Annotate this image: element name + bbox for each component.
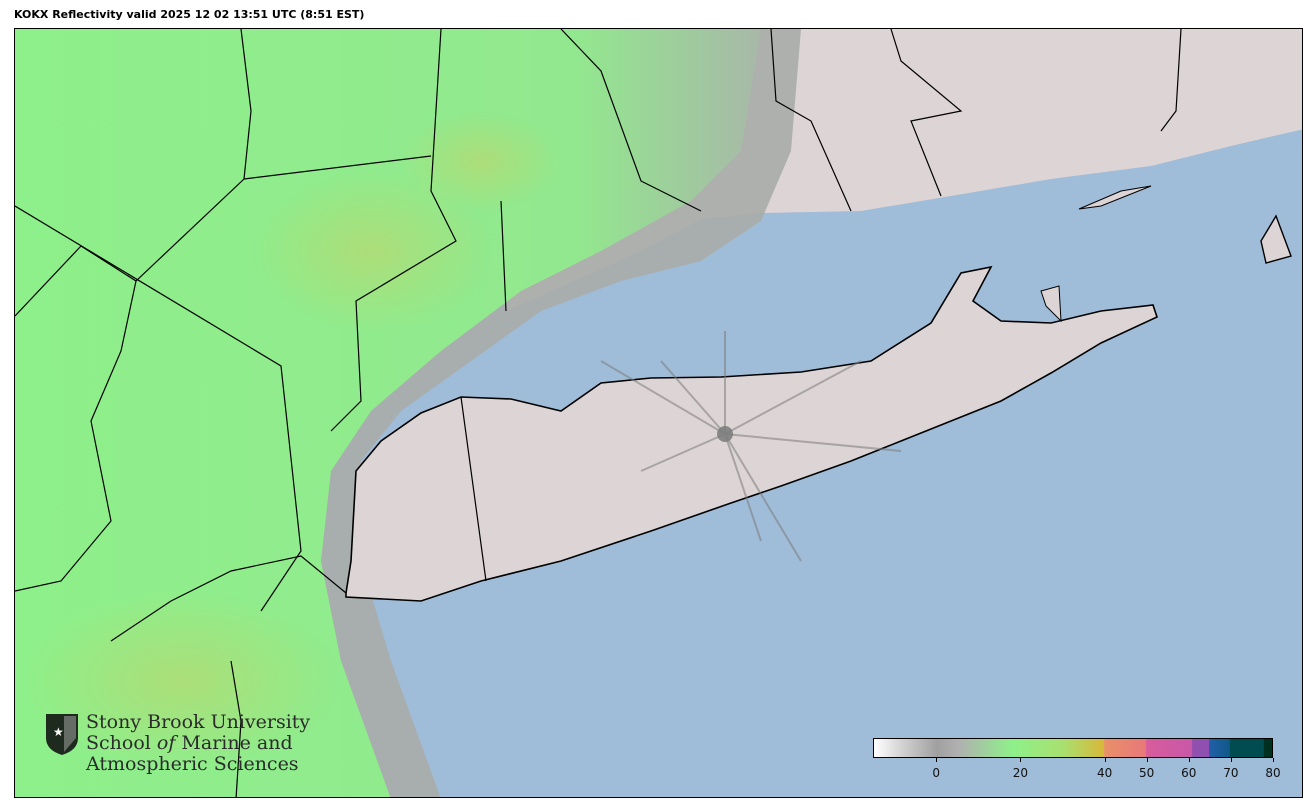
colorbar-tick-label: 0 bbox=[932, 766, 940, 780]
colorbar-tick bbox=[936, 758, 938, 762]
colorbar-tick bbox=[1104, 758, 1106, 762]
logo-line-1: Stony Brook University bbox=[86, 711, 311, 733]
svg-text:★: ★ bbox=[53, 725, 64, 739]
radar-spokes bbox=[600, 331, 902, 562]
sbu-somas-logo: ★ Stony Brook University School of Marin… bbox=[44, 712, 310, 775]
colorbar-tick bbox=[1230, 758, 1232, 762]
colorbar-tick-label: 80 bbox=[1265, 766, 1281, 780]
state-county-borders bbox=[15, 29, 1182, 797]
radar-map[interactable] bbox=[14, 28, 1303, 798]
colorbar-tick-label: 50 bbox=[1139, 766, 1155, 780]
colorbar-tick-label: 60 bbox=[1181, 766, 1197, 780]
colorbar-tick-label: 40 bbox=[1096, 766, 1113, 780]
logo-line-2: School of Marine and bbox=[86, 732, 293, 754]
map-layers bbox=[15, 29, 1302, 797]
colorbar-tick bbox=[1020, 758, 1022, 762]
reflectivity-colorbar bbox=[873, 738, 1273, 758]
colorbar-tick bbox=[1273, 758, 1274, 762]
logo-line-3: Atmospheric Sciences bbox=[86, 753, 299, 775]
colorbar-tick bbox=[1146, 758, 1148, 762]
colorbar-tick-label: 20 bbox=[1012, 766, 1028, 780]
map-title: KOKX Reflectivity valid 2025 12 02 13:51… bbox=[14, 8, 365, 21]
long-island-land bbox=[345, 265, 1158, 602]
shield-logo-icon: ★ bbox=[46, 714, 78, 755]
colorbar-tick-label: 70 bbox=[1223, 766, 1239, 780]
colorbar-tick bbox=[1188, 758, 1190, 762]
